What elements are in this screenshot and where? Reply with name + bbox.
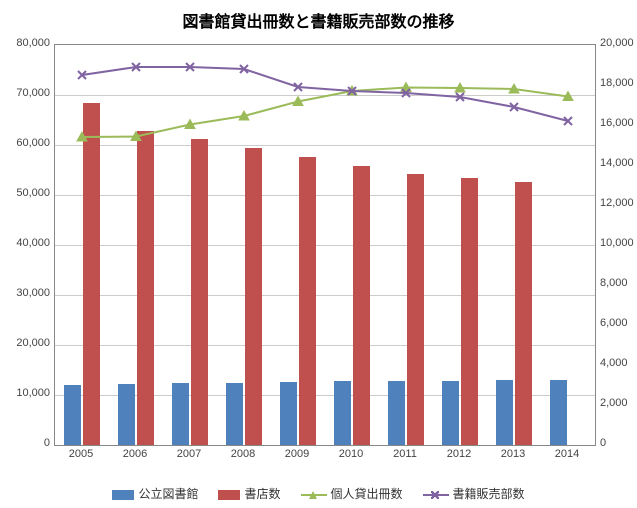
- x-tick: 2007: [177, 448, 201, 460]
- x-tick: 2009: [285, 448, 309, 460]
- series-line: [82, 88, 568, 138]
- y-left-tick: 10,000: [4, 387, 50, 399]
- y-right-tick: 0: [600, 437, 606, 449]
- legend-line: [423, 494, 449, 496]
- y-left-tick: 20,000: [4, 337, 50, 349]
- legend-swatch: [218, 490, 240, 500]
- x-tick: 2006: [123, 448, 147, 460]
- chart-root: 図書館貸出冊数と書籍販売部数の推移 公立図書館 書店数 個人貸出冊数 書籍販売部数 0…: [0, 0, 637, 508]
- y-right-tick: 6,000: [600, 317, 628, 329]
- legend-item: 個人貸出冊数: [301, 485, 403, 502]
- legend-label: 公立図書館: [138, 487, 198, 501]
- x-tick: 2014: [555, 448, 579, 460]
- legend-swatch: [112, 490, 134, 500]
- y-right-tick: 8,000: [600, 277, 628, 289]
- x-tick: 2008: [231, 448, 255, 460]
- line-layer: [55, 45, 595, 445]
- y-right-tick: 10,000: [600, 237, 634, 249]
- y-right-tick: 20,000: [600, 37, 634, 49]
- y-right-tick: 12,000: [600, 197, 634, 209]
- legend-marker: [309, 491, 317, 499]
- y-left-tick: 80,000: [4, 37, 50, 49]
- plot-area: [54, 44, 596, 446]
- series-line: [82, 67, 568, 121]
- legend-item: 公立図書館: [112, 485, 198, 502]
- y-left-tick: 60,000: [4, 137, 50, 149]
- y-left-tick: 30,000: [4, 287, 50, 299]
- x-tick: 2005: [69, 448, 93, 460]
- legend-marker: [431, 491, 439, 499]
- legend-label: 個人貸出冊数: [331, 487, 403, 501]
- legend-label: 書籍販売部数: [453, 487, 525, 501]
- y-left-tick: 70,000: [4, 87, 50, 99]
- y-right-tick: 2,000: [600, 397, 628, 409]
- y-left-tick: 0: [4, 437, 50, 449]
- y-left-tick: 40,000: [4, 237, 50, 249]
- y-right-tick: 14,000: [600, 157, 634, 169]
- y-right-tick: 16,000: [600, 117, 634, 129]
- x-tick: 2013: [501, 448, 525, 460]
- x-tick: 2010: [339, 448, 363, 460]
- legend-line: [301, 494, 327, 496]
- chart-title: 図書館貸出冊数と書籍販売部数の推移: [0, 8, 637, 32]
- legend-label: 書店数: [244, 487, 280, 501]
- y-right-tick: 18,000: [600, 77, 634, 89]
- legend: 公立図書館 書店数 個人貸出冊数 書籍販売部数: [0, 485, 637, 502]
- x-tick: 2012: [447, 448, 471, 460]
- legend-item: 書店数: [218, 485, 280, 502]
- legend-item: 書籍販売部数: [423, 485, 525, 502]
- x-tick: 2011: [393, 448, 417, 460]
- y-right-tick: 4,000: [600, 357, 628, 369]
- y-left-tick: 50,000: [4, 187, 50, 199]
